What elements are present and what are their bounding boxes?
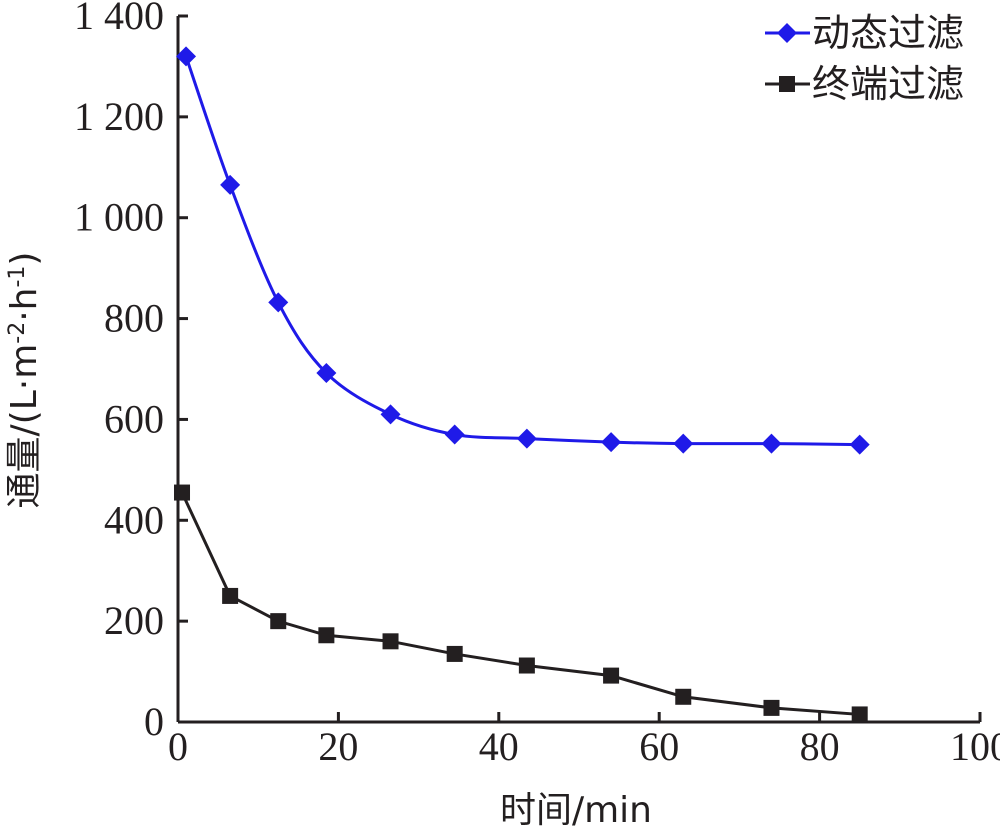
data-point	[851, 706, 868, 723]
x-tick-label: 20	[318, 724, 358, 769]
y-tick-label: 1 400	[74, 0, 164, 38]
legend-item-dynamic: 动态过滤	[765, 11, 964, 55]
y-axis-title-sup1: -2	[5, 322, 30, 344]
y-tick-label: 1 200	[74, 94, 164, 139]
plot-area: 0 20 40 60 80 100 0 200 400 600 800 1 000 1 200 1 40…	[74, 0, 1000, 769]
y-axis-ticks: 0 200 400 600 800 1 000 1 200 1 400	[74, 0, 188, 744]
legend-marker-dynamic	[777, 23, 797, 43]
y-tick-label: 0	[144, 699, 164, 744]
y-axis-title: 通量/(L·m-2·h-1)	[4, 252, 45, 509]
y-tick-label: 1 000	[74, 195, 164, 240]
x-tick-label: 60	[639, 724, 679, 769]
x-tick-label: 40	[479, 724, 519, 769]
data-point	[380, 404, 401, 425]
data-point	[316, 363, 337, 384]
data-point	[222, 587, 239, 604]
legend-label-terminal: 终端过滤	[812, 62, 964, 106]
x-tick-label: 0	[168, 724, 188, 769]
y-tick-label: 400	[104, 497, 164, 542]
y-axis-title-sup2: -1	[5, 266, 30, 288]
legend-item-terminal: 终端过滤	[765, 62, 964, 106]
data-point	[174, 484, 191, 501]
x-axis-title: 时间/min	[500, 790, 652, 831]
data-point	[675, 688, 692, 705]
data-point	[176, 46, 197, 67]
data-point	[516, 428, 537, 449]
legend: 动态过滤 终端过滤	[765, 11, 964, 106]
data-point	[268, 292, 289, 313]
x-tick-label: 100	[950, 724, 1000, 769]
data-point	[318, 627, 335, 644]
y-axis-title-main: 通量/(L·m	[4, 344, 45, 509]
y-tick-label: 800	[104, 296, 164, 341]
data-point	[382, 633, 399, 650]
data-point	[849, 434, 870, 455]
series-dynamic	[176, 46, 870, 455]
data-point	[518, 657, 535, 674]
series-layer	[174, 46, 870, 723]
data-point	[673, 433, 694, 454]
data-point	[761, 433, 782, 454]
legend-marker-terminal	[779, 76, 795, 92]
series-line	[184, 55, 860, 447]
data-point	[446, 645, 463, 662]
data-point	[601, 432, 622, 453]
data-point	[603, 667, 620, 684]
y-tick-label: 600	[104, 396, 164, 441]
data-point	[444, 424, 465, 445]
y-axis-title-end: )	[4, 252, 45, 266]
data-point	[270, 613, 287, 630]
x-axis-ticks: 0 20 40 60 80 100	[168, 712, 1000, 769]
data-point	[763, 699, 780, 716]
y-tick-label: 200	[104, 598, 164, 643]
legend-label-dynamic: 动态过滤	[812, 11, 964, 55]
series-terminal	[174, 484, 868, 723]
series-line	[180, 491, 860, 716]
x-tick-label: 80	[800, 724, 840, 769]
y-axis-title-mid: ·h	[4, 288, 45, 322]
data-point	[220, 174, 241, 195]
